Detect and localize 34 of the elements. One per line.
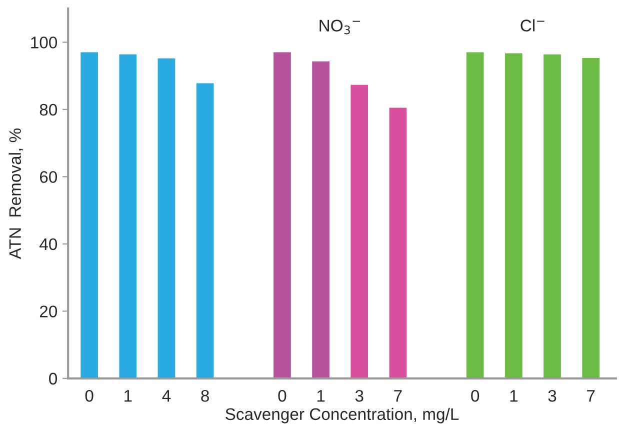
- y-axis-title: ATN Removal, %: [8, 128, 23, 260]
- y-tick-label: 0: [49, 372, 58, 385]
- bar: [544, 54, 561, 378]
- bar: [119, 54, 137, 378]
- x-tick-label: 7: [394, 390, 402, 402]
- y-tick-label: 20: [40, 306, 58, 318]
- y-tick-label: 100: [31, 36, 58, 48]
- x-tick-label: 1: [317, 390, 325, 402]
- bar: [196, 83, 214, 378]
- bar: [158, 58, 176, 378]
- x-tick-label: 3: [355, 390, 364, 402]
- bar: [274, 52, 291, 378]
- x-tick-label: 0: [278, 390, 286, 402]
- x-tick-label: 0: [471, 390, 480, 402]
- x-tick-label: 8: [201, 390, 209, 402]
- x-tick-label: 4: [162, 390, 171, 402]
- x-tick-label: 1: [124, 390, 132, 402]
- bar: [80, 52, 98, 378]
- bar: [350, 84, 368, 378]
- x-tick-label: 0: [85, 390, 94, 402]
- x-tick-label: 3: [548, 390, 556, 402]
- x-axis-title: Scavenger Concentration, mg/L: [226, 408, 459, 424]
- x-tick-label: 1: [510, 390, 518, 402]
- annotation: Cl$^{−}$: [520, 19, 544, 32]
- annotation: NO$_{3}$$^{−}$: [320, 20, 360, 34]
- y-tick-label: 40: [40, 238, 58, 250]
- bar: [582, 58, 600, 378]
- y-tick-label: 60: [40, 171, 58, 183]
- bar: [389, 108, 407, 378]
- y-tick-label: 80: [40, 104, 58, 116]
- bar: [504, 53, 522, 378]
- bar: [466, 52, 484, 378]
- bar: [312, 61, 330, 378]
- x-tick-label: 7: [587, 390, 595, 402]
